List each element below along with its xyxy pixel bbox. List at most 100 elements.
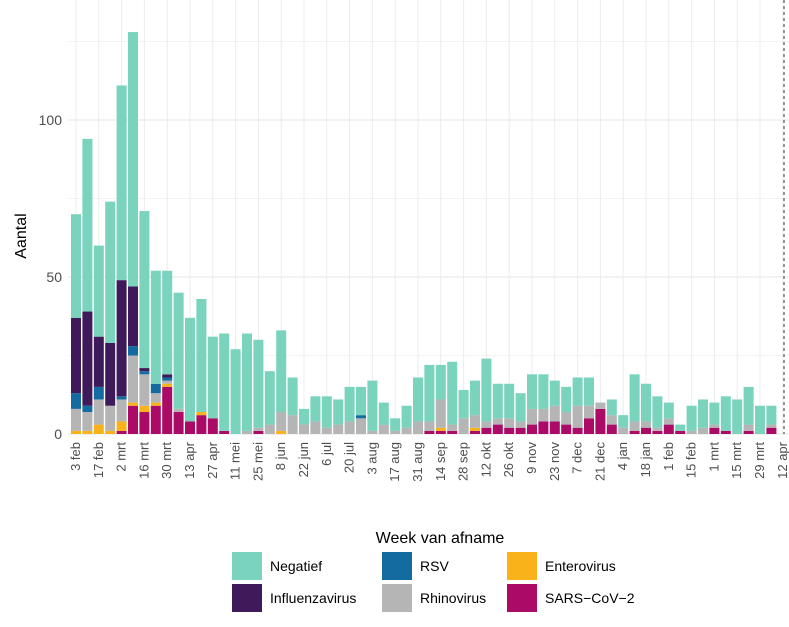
- legend-label: SARS−CoV−2: [545, 590, 635, 606]
- bar-segment: [424, 421, 435, 431]
- bar-segment: [390, 430, 401, 434]
- bar-segment: [71, 317, 81, 394]
- bar-segment: [413, 421, 423, 434]
- bar-segment: [196, 298, 207, 413]
- x-axis-label: Week van afname: [376, 530, 505, 547]
- bar-segment: [481, 358, 492, 422]
- bar-segment: [561, 386, 572, 413]
- bars: [71, 32, 777, 434]
- bar-segment: [435, 399, 446, 428]
- bar-segment: [675, 424, 686, 431]
- bar-segment: [766, 405, 777, 425]
- bar-segment: [538, 374, 549, 409]
- x-tick-label: 17 aug: [387, 442, 402, 482]
- legend-label: Rhinovirus: [420, 590, 486, 606]
- x-tick-label: 28 sep: [456, 442, 471, 481]
- x-tick-label: 13 apr: [182, 441, 197, 479]
- bar-segment: [367, 380, 378, 431]
- x-tick-label: 25 mei: [250, 442, 265, 481]
- bar-segment: [162, 386, 173, 434]
- bar-segment: [116, 85, 127, 281]
- bar-segment: [116, 396, 127, 400]
- bar-segment: [378, 424, 389, 434]
- bar-segment: [150, 402, 161, 406]
- bar-segment: [686, 405, 697, 431]
- bar-segment: [82, 311, 93, 406]
- bar-segment: [139, 211, 150, 369]
- legend-swatch: [507, 584, 537, 612]
- legend: Negatief RSV Enterovirus Influenzavirus Rhin…: [232, 552, 635, 612]
- bar-segment: [185, 421, 195, 434]
- bar-segment: [116, 430, 127, 434]
- x-tick-label: 2 mrt: [114, 442, 129, 472]
- bar-segment: [686, 430, 697, 434]
- legend-label: RSV: [420, 558, 449, 574]
- bar-segment: [641, 383, 651, 422]
- bar-segment: [173, 408, 184, 413]
- bar-segment: [82, 405, 93, 413]
- bar-segment: [378, 402, 389, 425]
- bar-segment: [128, 405, 138, 434]
- bar-segment: [116, 399, 127, 422]
- legend-swatch: [382, 552, 412, 580]
- x-tick-label: 17 feb: [91, 442, 106, 478]
- legend-swatch: [382, 584, 412, 612]
- bar-segment: [333, 424, 344, 434]
- bar-segment: [504, 383, 515, 419]
- bar-segment: [219, 333, 230, 431]
- bar-segment: [527, 374, 537, 409]
- bar-segment: [743, 430, 754, 434]
- bar-segment: [93, 245, 104, 337]
- bar-segment: [458, 390, 469, 419]
- bar-segment: [356, 415, 366, 419]
- bar-segment: [150, 405, 161, 434]
- bar-segment: [561, 412, 572, 425]
- x-tick-label: 18 jan: [638, 442, 653, 477]
- bar-segment: [162, 374, 173, 378]
- bar-segment: [276, 330, 287, 413]
- bar-segment: [629, 374, 640, 422]
- bar-segment: [709, 427, 720, 434]
- bar-segment: [515, 427, 526, 434]
- x-axis: 3 feb 17 feb 2 mrt 16 mrt 30 mrt 13 apr 27 apr…: [68, 441, 789, 481]
- x-tick-label: 26 okt: [501, 442, 516, 478]
- bar-segment: [287, 415, 298, 434]
- bar-segment: [766, 427, 777, 434]
- legend-swatch: [232, 552, 262, 580]
- bar-segment: [413, 377, 423, 422]
- bar-segment: [310, 396, 321, 422]
- bar-segment: [652, 396, 663, 428]
- y-axis: 0 50 100: [39, 112, 63, 442]
- bar-segment: [253, 430, 264, 434]
- bar-segment: [139, 405, 150, 413]
- legend-swatch: [232, 584, 262, 612]
- bar-segment: [128, 355, 138, 403]
- x-tick-label: 22 jun: [296, 442, 311, 477]
- bar-segment: [71, 430, 81, 434]
- bar-segment: [82, 412, 93, 431]
- bar-segment: [481, 421, 492, 428]
- bar-segment: [492, 383, 503, 419]
- bar-segment: [128, 32, 138, 287]
- bar-segment: [242, 333, 252, 431]
- bar-segment: [663, 402, 674, 419]
- bar-segment: [447, 361, 458, 425]
- x-tick-label: 23 nov: [547, 442, 562, 482]
- legend-swatch: [507, 552, 537, 580]
- bar-segment: [470, 415, 480, 428]
- bar-segment: [447, 424, 458, 431]
- x-tick-label: 15 mrt: [729, 442, 744, 479]
- bar-segment: [527, 408, 537, 425]
- bar-segment: [549, 421, 560, 434]
- y-axis-label: Aantal: [13, 213, 30, 258]
- y-tick-label: 0: [54, 426, 62, 442]
- bar-segment: [264, 424, 275, 434]
- bar-segment: [196, 415, 207, 434]
- x-tick-label: 9 nov: [524, 442, 539, 474]
- bar-segment: [71, 393, 81, 409]
- x-tick-label: 31 aug: [410, 442, 425, 482]
- bar-segment: [287, 377, 298, 416]
- bar-segment: [447, 430, 458, 434]
